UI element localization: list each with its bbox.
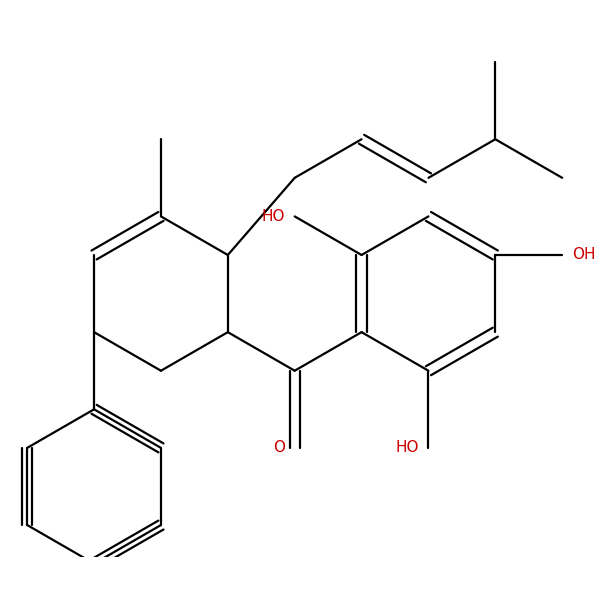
Text: OH: OH — [572, 247, 595, 262]
Text: HO: HO — [262, 209, 285, 224]
Text: O: O — [273, 440, 285, 455]
Text: HO: HO — [395, 440, 419, 455]
